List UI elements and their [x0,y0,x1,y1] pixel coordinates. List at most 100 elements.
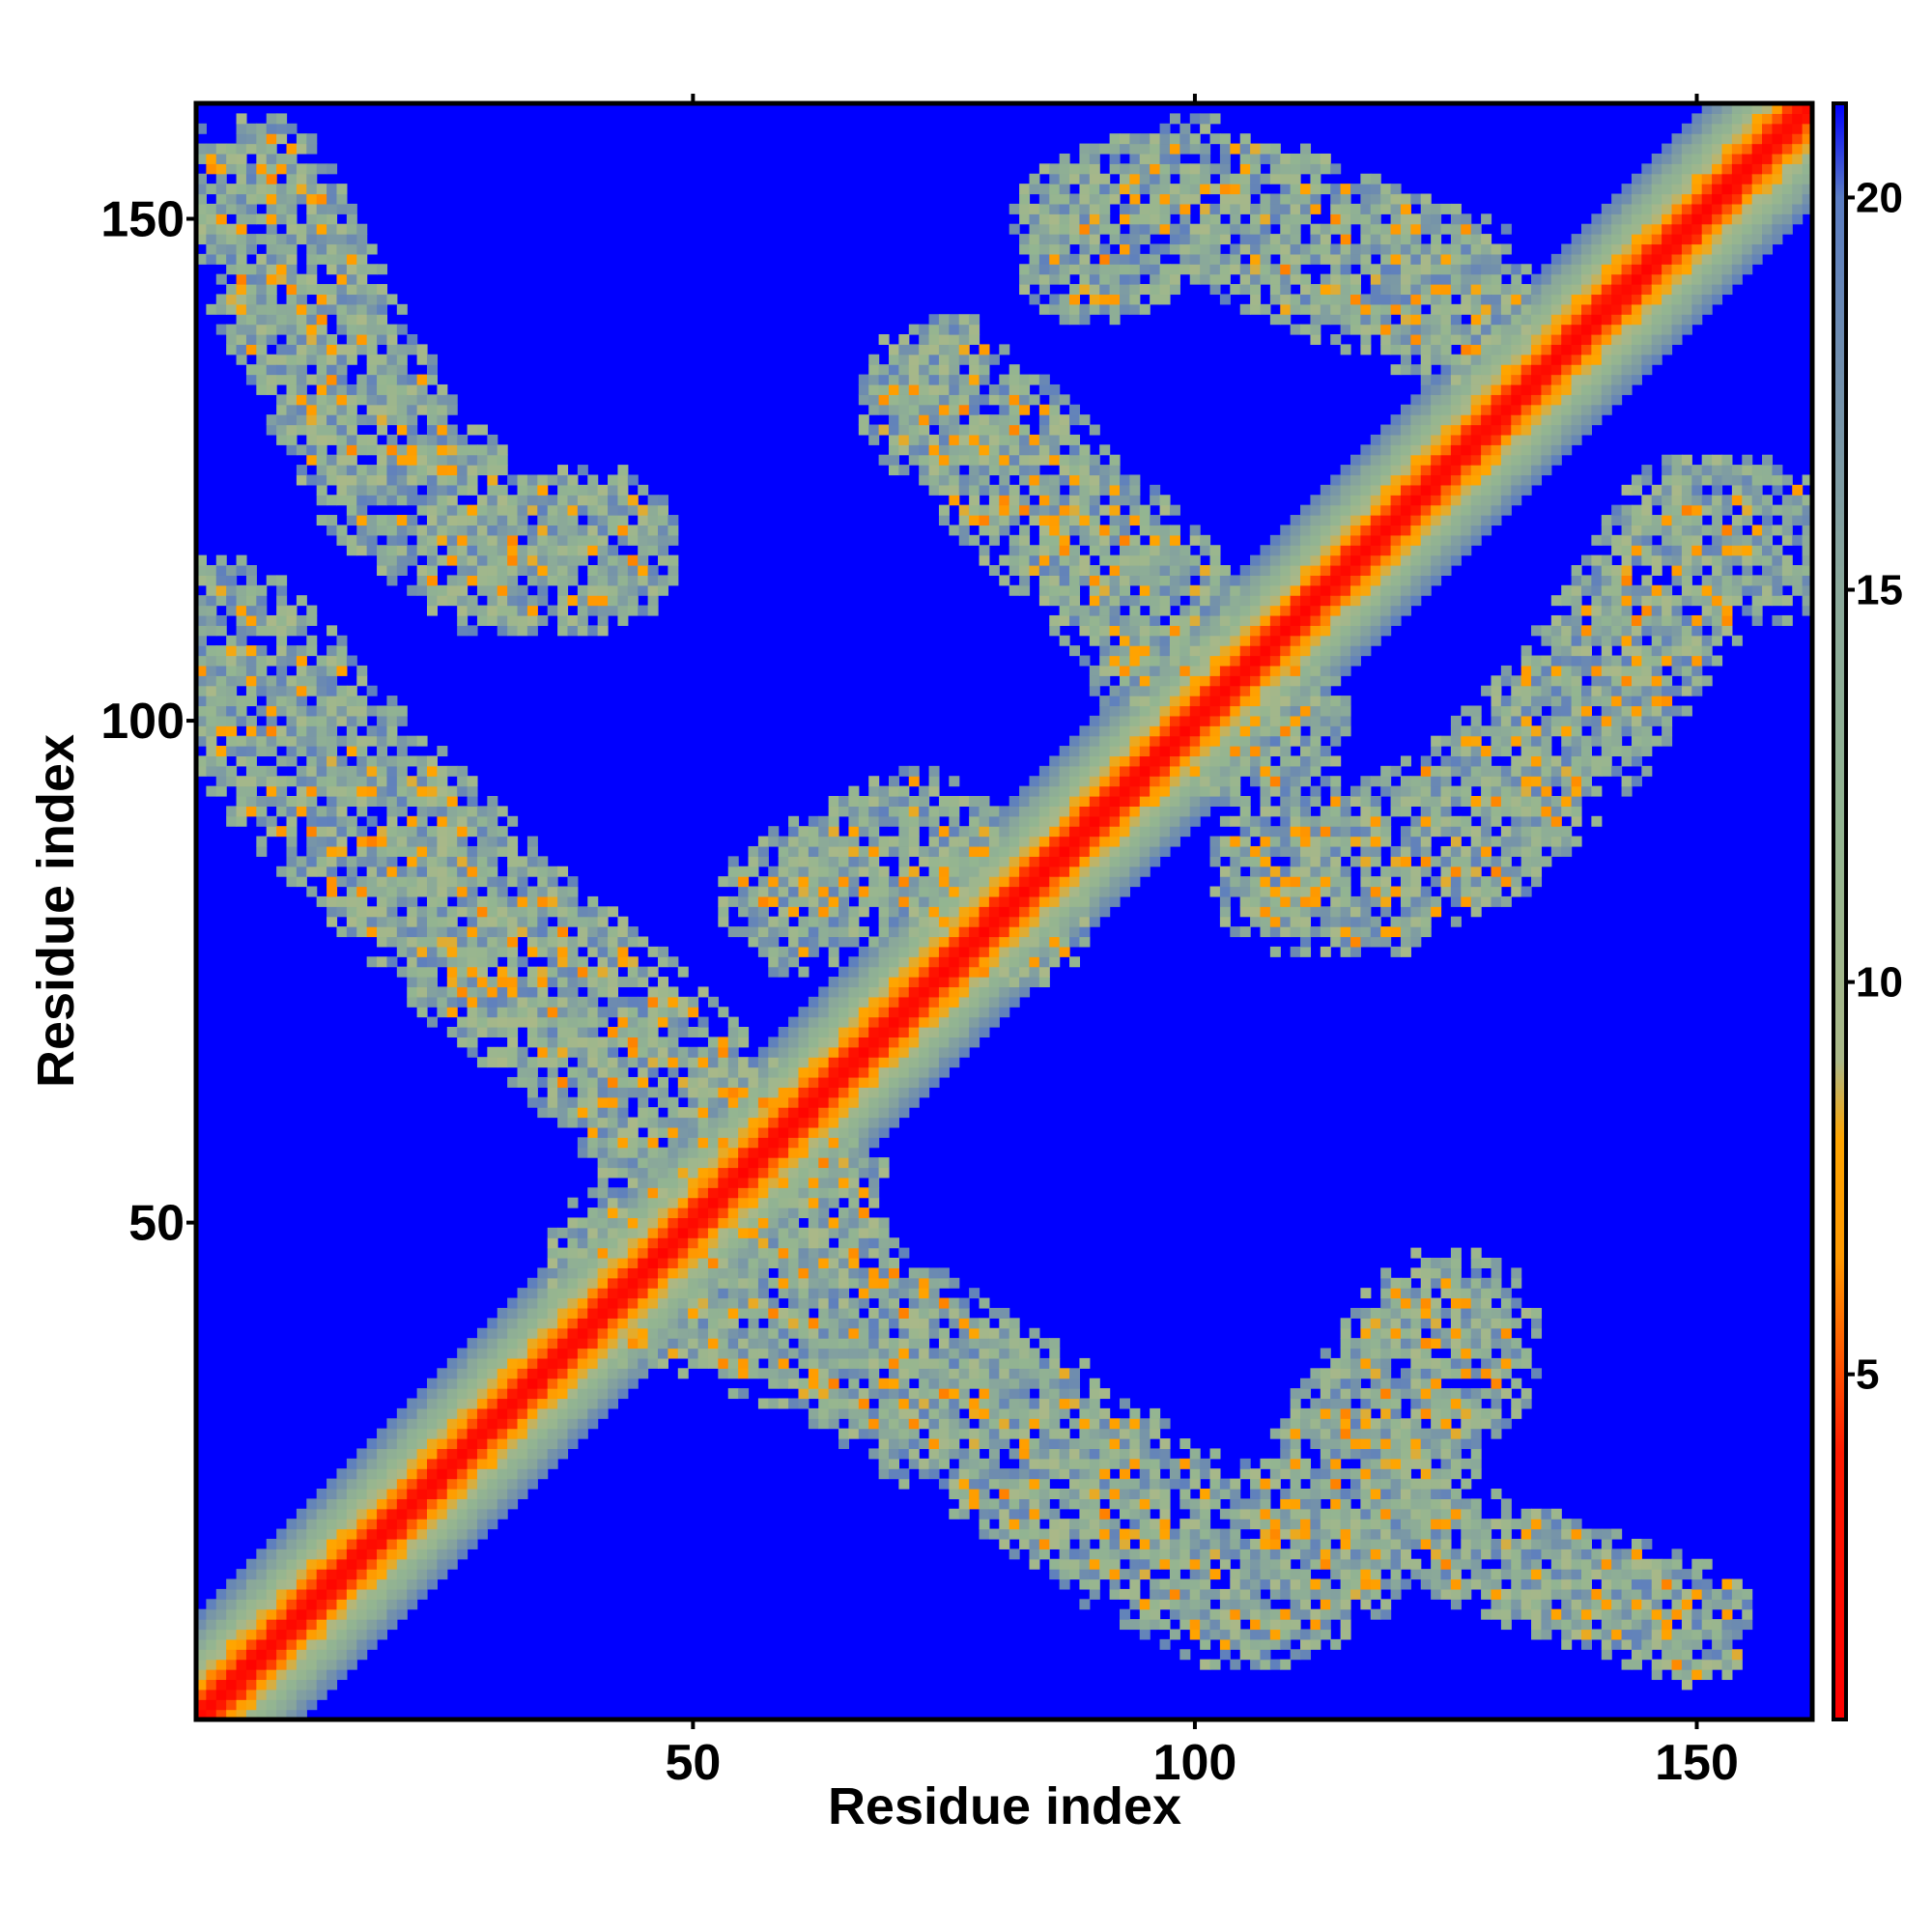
heatmap-cell [1029,836,1040,847]
heatmap-cell [808,1037,819,1048]
heatmap-cell [808,1046,819,1058]
heatmap-cell [587,1137,599,1149]
heatmap-cell [327,906,338,918]
heatmap-cell [497,484,508,496]
heatmap-cell [286,394,298,406]
heatmap-cell [386,1448,398,1460]
heatmap-cell [245,213,257,225]
heatmap-cell [327,474,338,486]
heatmap-cell [828,866,839,877]
heatmap-cell [858,1247,869,1259]
heatmap-cell [306,1498,318,1510]
heatmap-cell [919,374,930,385]
heatmap-cell [306,746,318,757]
heatmap-cell [838,1126,850,1138]
heatmap-cell [608,1126,619,1138]
heatmap-cell [296,284,307,296]
heatmap-cell [336,243,348,255]
heatmap-cell [226,234,238,245]
heatmap-cell [377,1468,388,1480]
heatmap-cell [336,1558,348,1570]
heatmap-cell [437,584,448,596]
heatmap-cell [346,334,357,345]
heatmap-cell [427,836,438,847]
heatmap-cell [707,1288,719,1299]
heatmap-cell [336,374,348,385]
heatmap-cell [286,344,298,355]
heatmap-cell [748,1368,759,1379]
heatmap-cell [617,1338,629,1350]
heatmap-cell [587,946,599,957]
heatmap-cell [286,213,298,225]
heatmap-cell [327,715,338,726]
heatmap-cell [577,584,588,596]
heatmap-cell [889,364,899,376]
heatmap-cell [407,1599,418,1610]
heatmap-cell [276,344,288,355]
heatmap-cell [597,1126,609,1138]
heatmap-cell [828,1117,839,1128]
heatmap-cell [226,153,238,164]
heatmap-cell [457,996,469,1008]
heatmap-cell [266,324,277,335]
heatmap-cell [938,1407,950,1419]
heatmap-cell [988,1368,1000,1379]
heatmap-cell [577,484,588,496]
heatmap-cell [507,946,519,957]
heatmap-cell [316,1669,327,1681]
heatmap-cell [889,454,899,466]
heatmap-cell [738,1177,750,1188]
heatmap-cell [597,1107,609,1119]
heatmap-cell [336,1468,348,1480]
heatmap-cell [507,1307,519,1319]
heatmap-cell [1009,1327,1020,1339]
heatmap-cell [356,374,368,385]
heatmap-cell [738,1057,750,1068]
heatmap-cell [828,906,839,918]
heatmap-cell [327,755,338,767]
heatmap-cell [577,1378,588,1389]
heatmap-cell [507,614,519,626]
heatmap-cell [617,1007,629,1018]
heatmap-cell [999,916,1010,927]
heatmap-cell [446,394,458,406]
heatmap-cell [416,836,428,847]
heatmap-cell [788,1277,800,1289]
heatmap-cell [768,1126,780,1138]
heatmap-cell [627,565,639,576]
heatmap-cell [427,1398,438,1409]
heatmap-cell [276,414,288,426]
heatmap-cell [386,1569,398,1580]
heatmap-cell [878,1407,890,1419]
heatmap-cell [537,584,549,596]
heatmap-cell [487,946,498,957]
heatmap-cell [949,434,960,445]
heatmap-cell [206,1638,217,1650]
heatmap-cell [517,625,528,637]
heatmap-cell [958,1378,970,1389]
heatmap-cell [256,806,268,817]
heatmap-cell [727,1147,739,1158]
heatmap-cell [256,314,268,326]
heatmap-cell [416,806,428,817]
heatmap-cell [858,1016,869,1028]
heatmap-cell [306,1608,318,1620]
heatmap-cell [206,765,217,777]
heatmap-cell [377,845,388,857]
heatmap-cell [296,364,307,376]
heatmap-cell [798,1227,810,1238]
heatmap-cell [898,384,910,395]
heatmap-cell [798,895,810,907]
heatmap-cell [1019,826,1031,838]
heatmap-cell [697,1076,709,1088]
heatmap-cell [327,705,338,717]
heatmap-cell [487,996,498,1008]
heatmap-cell [979,414,990,426]
heatmap-cell [407,515,418,526]
heatmap-cell [597,1147,609,1158]
heatmap-cell [526,1057,538,1068]
heatmap-cell [919,815,930,827]
heatmap-cell [1009,394,1020,406]
heatmap-cell [597,484,609,496]
heatmap-cell [928,1398,940,1409]
